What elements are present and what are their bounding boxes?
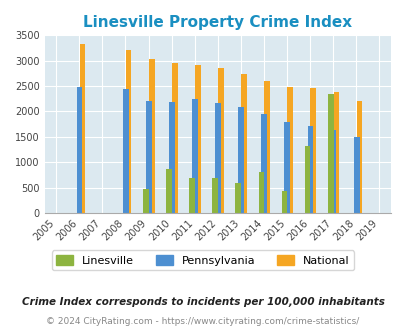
Bar xyxy=(238,107,243,213)
Bar xyxy=(258,172,264,213)
Bar xyxy=(304,147,310,213)
Bar xyxy=(356,101,362,213)
Bar xyxy=(212,179,217,213)
Bar xyxy=(235,183,241,213)
Bar xyxy=(261,114,266,213)
Bar xyxy=(307,126,313,213)
Bar xyxy=(77,87,82,213)
Bar xyxy=(171,63,177,213)
Bar xyxy=(287,86,292,213)
Text: Crime Index corresponds to incidents per 100,000 inhabitants: Crime Index corresponds to incidents per… xyxy=(21,297,384,307)
Bar xyxy=(215,103,220,213)
Bar xyxy=(353,137,359,213)
Bar xyxy=(79,44,85,213)
Bar xyxy=(166,169,171,213)
Bar xyxy=(123,89,128,213)
Bar xyxy=(145,101,151,213)
Bar xyxy=(194,65,200,213)
Bar xyxy=(149,59,154,213)
Text: © 2024 CityRating.com - https://www.cityrating.com/crime-statistics/: © 2024 CityRating.com - https://www.city… xyxy=(46,317,359,326)
Bar xyxy=(189,179,194,213)
Legend: Linesville, Pennsylvania, National: Linesville, Pennsylvania, National xyxy=(52,250,353,270)
Bar xyxy=(333,92,339,213)
Bar xyxy=(264,81,269,213)
Bar xyxy=(281,191,287,213)
Bar xyxy=(126,50,131,213)
Title: Linesville Property Crime Index: Linesville Property Crime Index xyxy=(83,15,352,30)
Bar xyxy=(143,189,149,213)
Bar xyxy=(192,99,197,213)
Bar xyxy=(310,87,315,213)
Bar xyxy=(241,74,246,213)
Bar xyxy=(168,102,175,213)
Bar xyxy=(330,130,336,213)
Bar xyxy=(284,122,290,213)
Bar xyxy=(217,68,223,213)
Bar xyxy=(327,94,333,213)
